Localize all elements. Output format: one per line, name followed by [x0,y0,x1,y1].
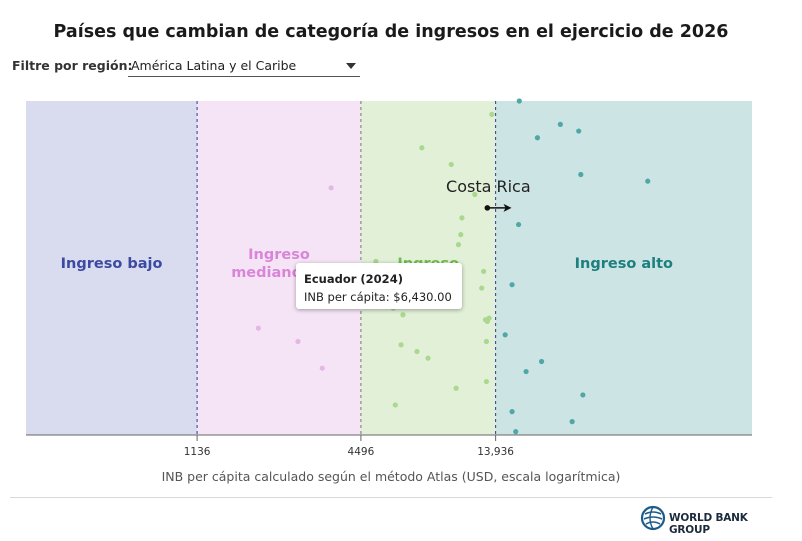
data-point-1-3 [448,161,454,168]
data-point-1-16 [483,338,490,345]
globe-icon [640,505,666,531]
chart-title: Países que cambian de categoría de ingre… [53,22,729,42]
data-point-2-8 [502,332,508,338]
data-point-1-6 [458,232,464,238]
data-point-2-2 [576,128,582,134]
x-tick-label-0: 1136 [184,446,211,458]
footer-divider [10,497,772,498]
data-point-1-5 [459,215,465,221]
data-point-2-11 [580,392,586,398]
data-point-1-4 [472,191,478,198]
data-point-1-1 [489,111,495,117]
data-point-2-13 [569,419,575,425]
data-point-2-7 [509,282,515,288]
chevron-down-icon[interactable] [346,63,356,69]
logo-text: WORLD BANK GROUP [669,512,748,536]
data-point-1-19 [398,342,404,348]
data-point-1-9 [481,268,487,274]
data-point-0-0 [328,185,334,191]
band-label-3-0: Ingreso alto [575,256,673,272]
costa-rica-label: Costa Rica [446,177,531,196]
data-point-1-8 [373,258,379,264]
data-point-1-17 [414,348,420,355]
region-filter-value: América Latina y el Caribe [131,58,297,73]
x-tick-label-2: 13,936 [477,446,514,458]
costa-rica-start-point [484,205,491,211]
data-point-1-15 [482,317,489,323]
band-label-1-0: Ingreso [248,247,310,263]
data-point-2-5 [645,178,651,184]
data-point-2-0 [516,98,522,104]
region-filter-label: Filtre por región: [12,58,133,73]
data-point-2-12 [509,409,515,415]
data-point-1-20 [483,378,490,385]
data-point-2-9 [538,358,545,365]
data-point-1-21 [453,385,459,391]
data-point-1-12 [400,312,406,318]
band-label-0-0: Ingreso bajo [61,256,163,272]
data-point-0-1 [255,325,261,331]
tooltip-title: Ecuador (2024) [304,272,403,286]
data-point-1-10 [479,285,485,291]
arrow-right-icon [503,203,512,212]
data-point-0-2 [295,338,301,345]
data-point-2-4 [578,171,584,178]
data-point-1-22 [392,402,398,408]
income-band-3 [495,101,752,435]
tooltip-value: INB per cápita: $6,430.00 [304,290,452,304]
x-axis-label: INB per cápita calculado según el método… [161,469,621,484]
data-point-0-3 [319,365,325,371]
data-point-1-2 [419,145,425,151]
data-point-1-7 [455,242,462,248]
income-band-0 [26,101,198,435]
region-filter-select[interactable]: América Latina y el Caribe [128,54,360,77]
data-point-1-18 [425,355,431,361]
data-point-2-1 [557,121,563,127]
data-tooltip: Ecuador (2024) INB per cápita: $6,430.00 [296,263,462,309]
data-point-2-10 [523,368,529,375]
world-bank-logo[interactable]: WORLD BANK GROUP [640,505,780,536]
data-point-2-6 [515,221,522,228]
x-tick-label-1: 4496 [348,446,375,458]
data-point-2-14 [513,429,519,435]
data-point-2-3 [534,135,541,141]
